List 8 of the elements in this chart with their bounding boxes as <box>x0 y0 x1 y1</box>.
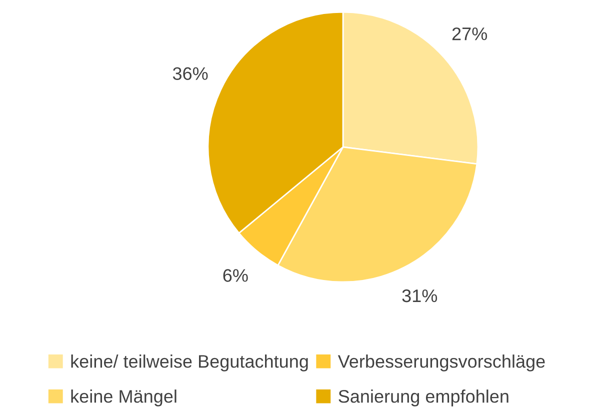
data-label: 36% <box>172 67 208 80</box>
legend-label: keine Mängel <box>71 390 176 406</box>
data-label: 27% <box>452 27 488 40</box>
data-label: 31% <box>402 289 438 302</box>
legend-label: Sanierung empfohlen <box>338 390 508 406</box>
legend-label: Verbesserungsvorschläge <box>338 354 545 372</box>
legend-label: keine/ teilweise Begutachtung <box>71 354 308 372</box>
data-label: 6% <box>223 269 248 282</box>
